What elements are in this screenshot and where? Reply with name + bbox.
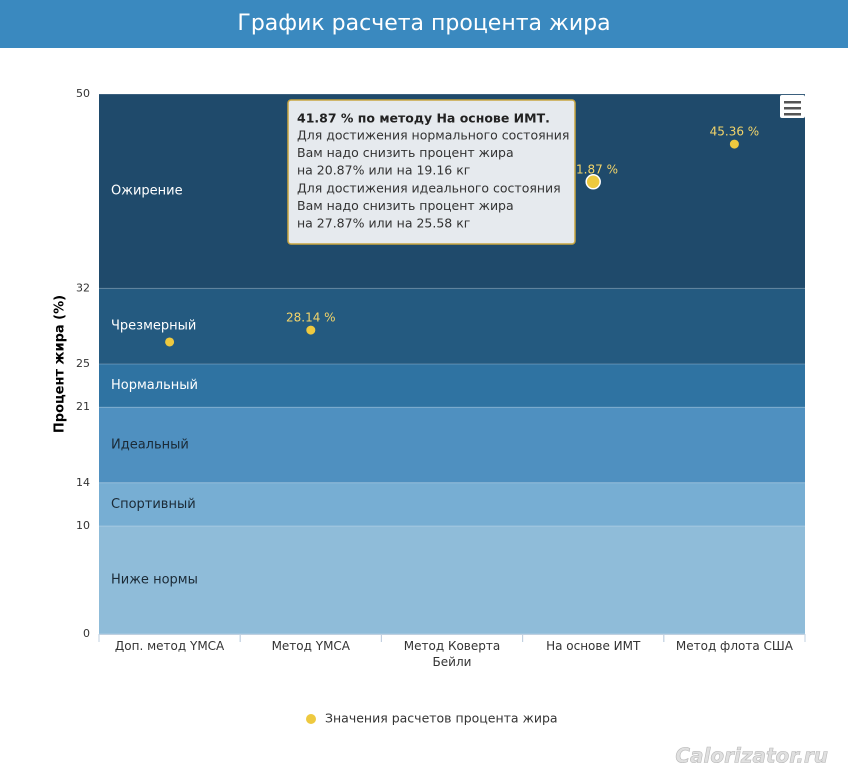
band-label: Ожирение: [111, 184, 183, 199]
tooltip-line: на 20.87% или на 19.16 кг: [297, 163, 470, 178]
watermark: Calorizator.ru: [675, 744, 828, 768]
band-label: Чрезмерный: [111, 319, 196, 334]
tooltip-line: Для достижения идеального состояния: [297, 180, 561, 195]
data-label: 45.36 %: [710, 125, 760, 139]
x-tick-label: Метод Коверта Бейли: [403, 639, 501, 669]
y-axis-label: Процент жира (%): [53, 295, 68, 433]
data-point: [165, 337, 175, 347]
band-label: Нормальный: [111, 378, 198, 393]
data-point: [306, 325, 316, 335]
tooltip-title: 41.87 % по методу На основе ИМТ.: [297, 111, 550, 126]
plot-band: [99, 526, 805, 634]
x-tick-label: Метод YMCA: [271, 639, 351, 653]
tooltip-line: Вам надо снизить процент жира: [297, 198, 514, 213]
plot-band: [99, 364, 805, 408]
menu-button[interactable]: [780, 95, 805, 118]
data-point: [729, 139, 739, 149]
tooltip-line: Для достижения нормального состояния: [297, 128, 569, 143]
tooltip-line: Вам надо снизить процент жира: [297, 145, 514, 160]
band-label: Идеальный: [111, 438, 189, 453]
y-tick-label: 21: [76, 400, 90, 413]
plot-band: [99, 288, 805, 364]
x-tick-label: Доп. метод YMCA: [114, 639, 225, 653]
chart-title: График расчета процента жира: [237, 11, 611, 36]
menu-icon-bar: [784, 101, 801, 104]
plot-band: [99, 482, 805, 526]
menu-icon-bar: [784, 107, 801, 110]
tooltip-box: [287, 99, 576, 245]
x-tick-label: На основе ИМТ: [546, 639, 641, 653]
y-tick-label: 32: [76, 281, 90, 294]
header: [0, 0, 848, 48]
y-tick-label: 10: [76, 519, 90, 532]
data-label: 28.14 %: [286, 311, 336, 325]
tooltip-line: на 27.87% или на 25.58 кг: [297, 216, 470, 231]
data-point: [585, 174, 601, 190]
y-tick-label: 14: [76, 476, 90, 489]
legend-marker[interactable]: [306, 714, 316, 724]
y-tick-label: 50: [76, 87, 90, 100]
band-label: Спортивный: [111, 497, 196, 512]
plot-band: [99, 407, 805, 483]
y-tick-label: 0: [83, 627, 90, 640]
band-label: Ниже нормы: [111, 573, 198, 588]
menu-icon-bar: [784, 113, 801, 116]
x-tick-label: Метод флота США: [675, 639, 793, 653]
tooltip: 41.87 % по методу На основе ИМТ. Для дост…: [287, 99, 576, 245]
data-label: 41.87 %: [568, 162, 618, 176]
legend-label[interactable]: Значения расчетов процента жира: [325, 711, 558, 726]
y-tick-label: 25: [76, 357, 90, 370]
